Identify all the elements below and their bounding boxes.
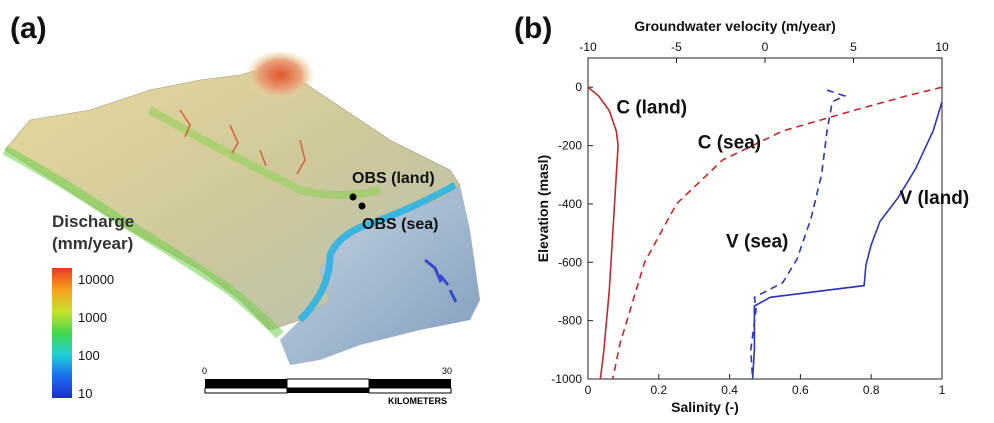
annotation-v-land: V (land) — [900, 188, 970, 209]
series-line-v-land — [751, 101, 943, 380]
obs-land-point — [349, 193, 357, 201]
scale-bar — [204, 378, 452, 394]
annotation-c-land: C (land) — [616, 97, 687, 118]
coastal-discharge-band — [297, 181, 457, 323]
legend-title-line2: (mm/year) — [52, 234, 134, 253]
annotation-c-sea: C (sea) — [698, 132, 761, 153]
obs-sea-point — [358, 202, 366, 210]
sea-area — [280, 185, 480, 365]
ytick-label: -1000 — [551, 372, 582, 386]
legend-tick-10000: 10000 — [78, 272, 115, 287]
legend-title-line1: Discharge — [52, 212, 135, 231]
legend-tick-10: 10 — [78, 386, 93, 401]
xtick-bottom-label: 0.4 — [721, 383, 738, 397]
ytick-label: -200 — [558, 139, 582, 153]
xtick-bottom-label: 1 — [939, 383, 946, 397]
series-line-c-land — [587, 86, 619, 380]
xtick-bottom-label: 0 — [585, 383, 592, 397]
scale-units-label: KILOMETERS — [388, 396, 448, 406]
series-line-c-sea — [612, 86, 943, 380]
obs-sea-label: OBS (sea) — [362, 216, 439, 233]
x-axis-bottom-label: Salinity (-) — [671, 399, 739, 415]
ytick-label: -800 — [558, 314, 582, 328]
xtick-top-label: -5 — [671, 40, 682, 54]
xtick-top-label: -10 — [579, 40, 597, 54]
ytick-label: 0 — [575, 80, 582, 94]
panel-a-label: (a) — [10, 12, 47, 45]
xtick-top-label: 0 — [762, 40, 769, 54]
series-line-v-sea — [749, 89, 847, 380]
xtick-bottom-label: 0.2 — [650, 383, 667, 397]
panel-b-label: (b) — [514, 12, 553, 45]
scale-start-label: 0 — [202, 366, 208, 376]
legend-tick-100: 100 — [78, 348, 100, 363]
annotation-v-sea: V (sea) — [726, 232, 788, 253]
ytick-label: -400 — [558, 197, 582, 211]
discharge-colorbar — [52, 268, 72, 398]
legend-tick-1000: 1000 — [78, 310, 107, 325]
obs-land-label: OBS (land) — [352, 170, 435, 187]
xtick-top-label: 10 — [935, 40, 949, 54]
scale-end-label: 30 — [442, 366, 453, 376]
xtick-top-label: 5 — [850, 40, 857, 54]
xtick-bottom-label: 0.8 — [863, 383, 880, 397]
x-axis-top-label: Groundwater velocity (m/year) — [634, 18, 836, 34]
y-axis-label: Elevation (masl) — [535, 155, 551, 262]
mountain-peak — [245, 50, 315, 100]
xtick-bottom-label: 0.6 — [792, 383, 809, 397]
ytick-label: -600 — [558, 255, 582, 269]
